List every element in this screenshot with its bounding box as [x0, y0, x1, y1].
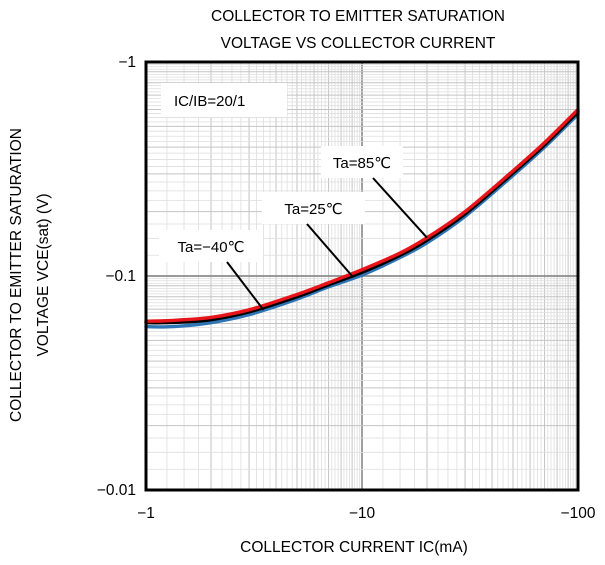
annotation-leader-2	[226, 261, 265, 311]
condition-box	[161, 83, 287, 117]
y-axis-label-line-1: COLLECTOR TO EMITTER SATURATION	[8, 128, 25, 422]
annotation-label-0: Ta=85℃	[333, 155, 391, 172]
plot-frame	[144, 60, 580, 492]
series-line-2	[144, 107, 580, 323]
tick-labels: −1 −10 −100 −0.01 −0.1 −1	[97, 54, 596, 522]
x-axis-label: COLLECTOR CURRENT IC(mA)	[240, 539, 468, 556]
condition-label: IC/IB=20/1	[174, 93, 245, 110]
series-lines	[144, 107, 580, 329]
x-tick-label-0: −1	[137, 505, 155, 522]
x-tick-label-1: −10	[349, 505, 376, 522]
y-tick-label-0: −0.01	[97, 482, 136, 499]
y-tick-label-2: −1	[118, 54, 136, 71]
chart-title-line-1: COLLECTOR TO EMITTER SATURATION	[211, 8, 505, 25]
annotation-leader-1	[306, 223, 353, 277]
annotation-label-2: Ta=−40℃	[178, 239, 245, 256]
x-tick-label-2: −100	[561, 505, 596, 522]
annotation-label-1: Ta=25℃	[284, 201, 342, 218]
series-line-0	[144, 112, 580, 329]
annotation-box-2	[159, 230, 263, 262]
y-tick-label-1: −0.1	[105, 268, 136, 285]
annotation-leader-0	[372, 177, 428, 239]
chart-title-line-2: VOLTAGE VS COLLECTOR CURRENT	[221, 35, 496, 52]
annotations: Ta=85℃ Ta=25℃ Ta=−40℃	[159, 146, 428, 311]
annotation-box-0	[321, 146, 403, 178]
y-axis-label-line-2: VOLTAGE VCE(sat) (V)	[35, 193, 52, 356]
annotation-box-1	[262, 192, 365, 224]
